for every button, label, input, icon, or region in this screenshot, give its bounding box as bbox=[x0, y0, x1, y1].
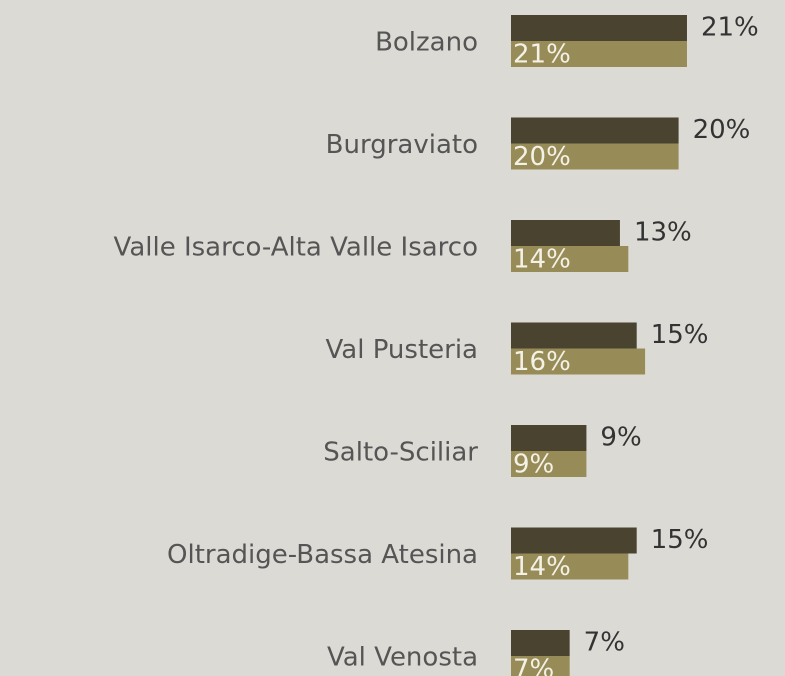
bar bbox=[511, 630, 570, 656]
bar bbox=[511, 451, 587, 477]
bar bbox=[511, 117, 679, 144]
value-label: 13% bbox=[634, 218, 692, 248]
value-label: 7% bbox=[513, 655, 554, 676]
bar bbox=[511, 553, 629, 580]
value-label: 9% bbox=[600, 423, 641, 453]
bar bbox=[511, 15, 687, 41]
category-label: Bolzano bbox=[375, 28, 478, 58]
bar bbox=[511, 348, 646, 375]
bar bbox=[511, 41, 687, 67]
category-label: Valle Isarco-Alta Valle Isarco bbox=[114, 233, 478, 263]
value-label: 7% bbox=[584, 628, 625, 658]
value-label: 20% bbox=[693, 115, 751, 145]
value-label: 14% bbox=[513, 552, 571, 582]
value-label: 21% bbox=[513, 40, 571, 70]
category-label: Oltradige-Bassa Atesina bbox=[167, 540, 478, 570]
category-label: Burgraviato bbox=[326, 130, 478, 160]
bar bbox=[511, 246, 629, 272]
category-label: Val Venosta bbox=[327, 643, 478, 673]
bar bbox=[511, 527, 637, 554]
bar bbox=[511, 656, 570, 676]
value-label: 16% bbox=[513, 347, 571, 377]
value-label: 14% bbox=[513, 245, 571, 275]
value-label: 20% bbox=[513, 142, 571, 172]
category-label: Salto-Sciliar bbox=[323, 438, 478, 468]
value-label: 21% bbox=[701, 13, 759, 43]
category-label: Val Pusteria bbox=[326, 335, 478, 365]
value-label: 15% bbox=[651, 320, 709, 350]
bar bbox=[511, 220, 620, 246]
bar bbox=[511, 322, 637, 349]
value-label: 9% bbox=[513, 450, 554, 480]
value-label: 15% bbox=[651, 525, 709, 555]
bar bbox=[511, 425, 587, 451]
bar bbox=[511, 143, 679, 170]
